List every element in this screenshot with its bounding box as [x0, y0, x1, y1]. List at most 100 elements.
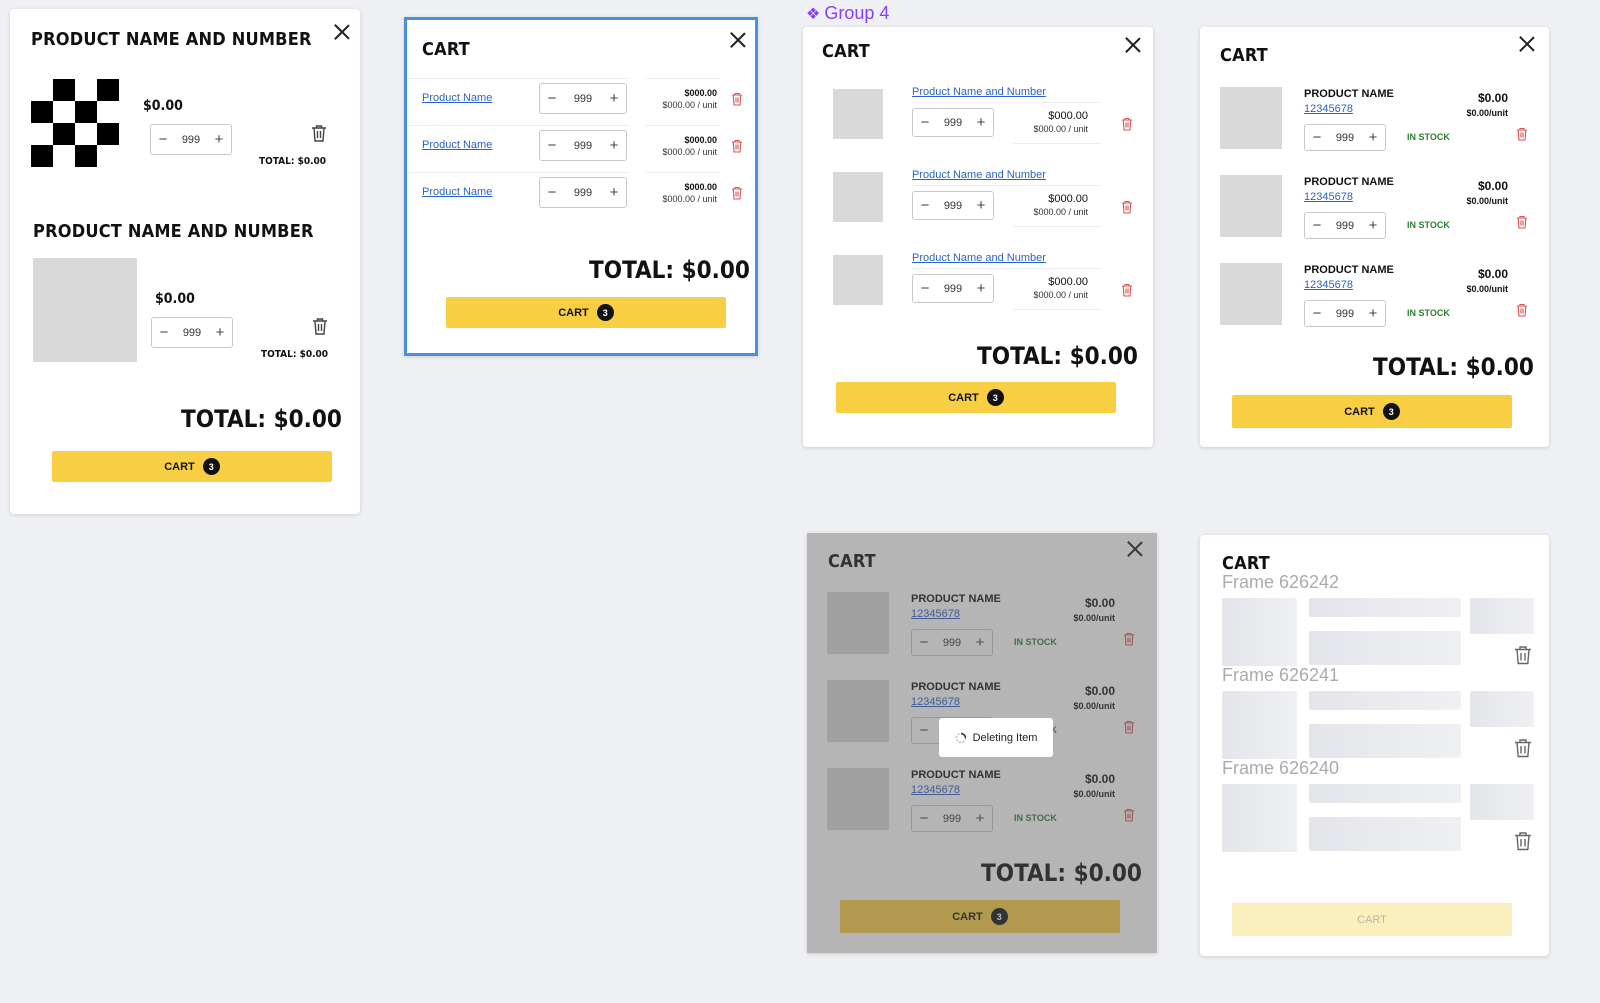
close-icon[interactable]	[730, 32, 746, 48]
quantity-stepper[interactable]: − 999 +	[539, 177, 627, 208]
skeleton-thumb	[1222, 598, 1297, 666]
product-link[interactable]: Product Name	[422, 139, 493, 151]
close-icon[interactable]	[334, 24, 350, 40]
cart-card-variant-3: CART Product Name and Number − 999 + $00…	[803, 27, 1153, 447]
minus-icon[interactable]: −	[920, 197, 930, 214]
minus-icon[interactable]: −	[547, 137, 557, 154]
quantity-stepper[interactable]: − 999 +	[1304, 212, 1386, 239]
stock-status: IN STOCK	[1014, 813, 1057, 823]
trash-icon[interactable]	[731, 139, 743, 153]
trash-icon[interactable]	[1123, 808, 1135, 822]
group-label[interactable]: ❖ Group 4	[806, 3, 889, 24]
cart-button[interactable]: CART 3	[840, 900, 1120, 933]
trash-icon[interactable]	[1121, 283, 1133, 297]
cart-button-label: CART	[948, 391, 979, 404]
product-link[interactable]: Product Name	[422, 186, 493, 198]
plus-icon[interactable]: +	[609, 184, 619, 201]
trash-icon[interactable]	[731, 186, 743, 200]
trash-icon[interactable]	[311, 124, 327, 142]
stock-status: IN STOCK	[1014, 637, 1057, 647]
quantity-stepper[interactable]: − 999 +	[150, 124, 232, 155]
trash-icon[interactable]	[1123, 720, 1135, 734]
quantity-stepper[interactable]: − 999 +	[151, 317, 233, 348]
product-link[interactable]: Product Name	[422, 92, 493, 104]
plus-icon[interactable]: +	[1368, 129, 1378, 146]
plus-icon[interactable]: +	[214, 131, 224, 148]
minus-icon[interactable]: −	[920, 114, 930, 131]
product-image-placeholder	[833, 255, 883, 305]
minus-icon[interactable]: −	[1312, 129, 1322, 146]
quantity-stepper[interactable]: − 999 +	[911, 805, 993, 832]
close-icon[interactable]	[1519, 36, 1535, 52]
product-number-link[interactable]: 12345678	[911, 608, 960, 620]
cart-count-badge: 3	[202, 458, 220, 475]
product-number-link[interactable]: 12345678	[1304, 279, 1353, 291]
product-link[interactable]: Product Name and Number	[912, 169, 1046, 181]
plus-icon[interactable]: +	[609, 90, 619, 107]
quantity-stepper[interactable]: − 999 +	[1304, 124, 1386, 151]
product-number-link[interactable]: 12345678	[911, 784, 960, 796]
product-image-placeholder	[31, 79, 119, 167]
trash-icon[interactable]	[1516, 215, 1528, 229]
plus-icon[interactable]: +	[976, 197, 986, 214]
product-link[interactable]: Product Name and Number	[912, 252, 1046, 264]
plus-icon[interactable]: +	[1368, 217, 1378, 234]
minus-icon[interactable]: −	[919, 634, 929, 651]
quantity-stepper[interactable]: − 999 +	[539, 83, 627, 114]
plus-icon[interactable]: +	[976, 114, 986, 131]
quantity-stepper[interactable]: − 999 +	[912, 274, 994, 303]
product-number-link[interactable]: 12345678	[911, 696, 960, 708]
trash-icon[interactable]	[1514, 738, 1532, 758]
plus-icon[interactable]: +	[975, 634, 985, 651]
quantity-stepper[interactable]: − 999 +	[911, 629, 993, 656]
cart-card-variant-1: PRODUCT NAME AND NUMBER $0.00 − 999 + TO…	[10, 9, 360, 514]
skeleton-price	[1470, 784, 1534, 820]
plus-icon[interactable]: +	[976, 280, 986, 297]
cart-total: TOTAL: $0.00	[589, 256, 750, 284]
minus-icon[interactable]: −	[920, 280, 930, 297]
minus-icon[interactable]: −	[547, 184, 557, 201]
cart-button[interactable]: CART 3	[836, 382, 1116, 413]
minus-icon[interactable]: −	[1312, 217, 1322, 234]
component-icon: ❖	[806, 5, 821, 23]
cart-title: CART	[1220, 45, 1268, 66]
minus-icon[interactable]: −	[1312, 305, 1322, 322]
stock-status: IN STOCK	[1407, 220, 1450, 230]
trash-icon[interactable]	[731, 92, 743, 106]
close-icon[interactable]	[1125, 37, 1141, 53]
trash-icon[interactable]	[1516, 127, 1528, 141]
trash-icon[interactable]	[1514, 831, 1532, 851]
cart-button[interactable]: CART 3	[446, 297, 726, 328]
plus-icon[interactable]: +	[215, 324, 225, 341]
trash-icon[interactable]	[312, 317, 328, 335]
trash-icon[interactable]	[1123, 632, 1135, 646]
product-image-placeholder	[833, 89, 883, 139]
quantity-stepper[interactable]: − 999 +	[1304, 300, 1386, 327]
trash-icon[interactable]	[1516, 303, 1528, 317]
minus-icon[interactable]: −	[159, 324, 169, 341]
trash-icon[interactable]	[1121, 200, 1133, 214]
deleting-toast-text: Deleting Item	[972, 731, 1038, 744]
cart-total: TOTAL: $0.00	[981, 859, 1142, 887]
group-label-text: Group 4	[824, 3, 890, 23]
quantity-stepper[interactable]: − 999 +	[912, 191, 994, 220]
cart-title: CART	[822, 41, 870, 62]
product-number-link[interactable]: 12345678	[1304, 191, 1353, 203]
plus-icon[interactable]: +	[1368, 305, 1378, 322]
minus-icon[interactable]: −	[919, 810, 929, 827]
product-link[interactable]: Product Name and Number	[912, 86, 1046, 98]
trash-icon[interactable]	[1514, 645, 1532, 665]
product-title: PRODUCT NAME AND NUMBER	[33, 221, 314, 242]
minus-icon[interactable]: −	[158, 131, 168, 148]
cart-button[interactable]: CART 3	[52, 451, 332, 482]
quantity-stepper[interactable]: − 999 +	[539, 130, 627, 161]
product-number-link[interactable]: 12345678	[1304, 103, 1353, 115]
item-price: $0.00	[1477, 179, 1508, 193]
minus-icon[interactable]: −	[919, 722, 929, 739]
quantity-stepper[interactable]: − 999 +	[912, 108, 994, 137]
cart-button[interactable]: CART 3	[1232, 395, 1512, 428]
plus-icon[interactable]: +	[975, 810, 985, 827]
plus-icon[interactable]: +	[609, 137, 619, 154]
trash-icon[interactable]	[1121, 117, 1133, 131]
minus-icon[interactable]: −	[547, 90, 557, 107]
